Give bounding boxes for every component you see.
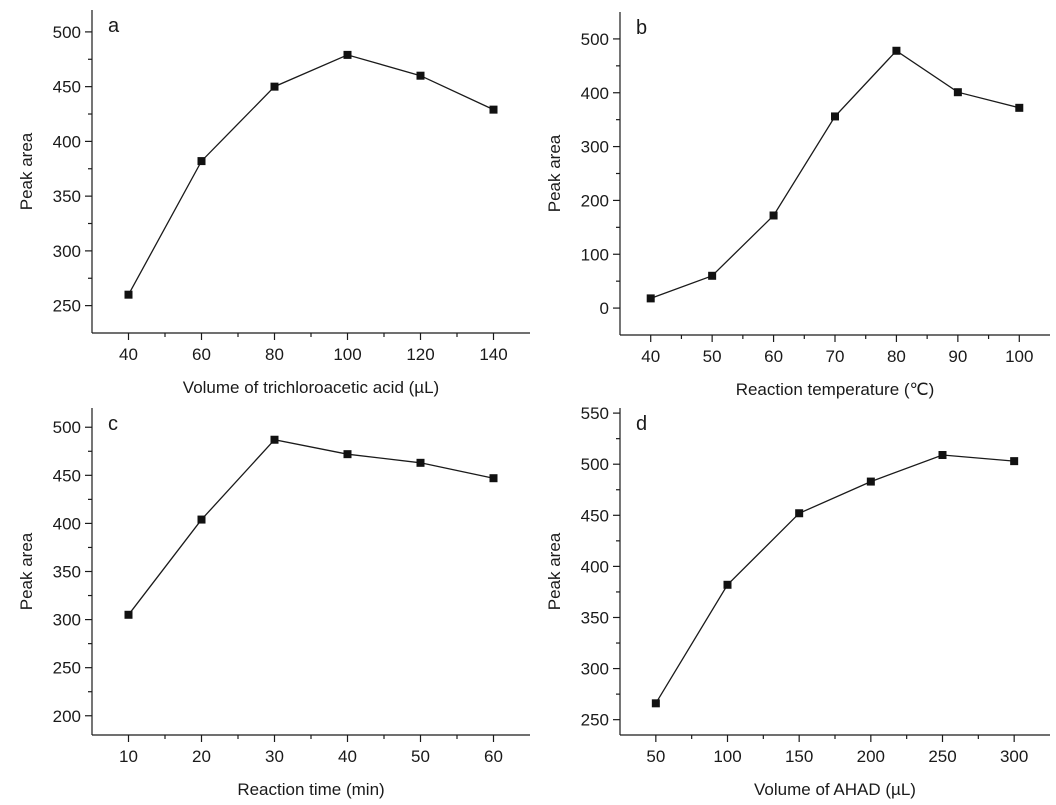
x-tick-label: 60 <box>192 345 211 364</box>
data-point <box>197 515 206 524</box>
x-tick-label: 250 <box>928 747 956 766</box>
y-tick-label: 500 <box>581 455 609 474</box>
y-tick-label: 400 <box>53 132 81 151</box>
data-point <box>708 271 717 280</box>
x-axis-title: Volume of trichloroacetic acid (µL) <box>183 378 439 397</box>
x-tick-label: 140 <box>479 345 507 364</box>
data-point <box>646 294 655 303</box>
x-axis-title: Reaction temperature (℃) <box>736 380 935 399</box>
y-tick-label: 0 <box>600 299 609 318</box>
x-tick-label: 70 <box>826 347 845 366</box>
data-point <box>197 157 206 166</box>
y-axis-title: Peak area <box>545 532 564 610</box>
series-line <box>650 49 1020 300</box>
y-tick-label: 250 <box>53 659 81 678</box>
chart-panel-c: 10 20 30 40 50 60 200 250 300 350 400 450 500 Reactio… <box>17 408 530 799</box>
y-tick-label: 200 <box>581 191 609 210</box>
y-tick-label: 500 <box>581 30 609 49</box>
panel-label: a <box>108 15 120 37</box>
data-point <box>651 699 660 708</box>
y-tick-label: 300 <box>581 660 609 679</box>
y-tick-label: 500 <box>53 418 81 437</box>
series-line <box>127 54 494 296</box>
y-tick-label: 400 <box>581 84 609 103</box>
y-axis-title: Peak area <box>545 134 564 212</box>
y-tick-label: 250 <box>53 297 81 316</box>
data-point <box>270 82 279 91</box>
y-tick-label: 300 <box>53 242 81 261</box>
data-point <box>1015 103 1024 112</box>
y-tick-label: 450 <box>581 506 609 525</box>
data-point <box>270 435 279 444</box>
x-tick-label: 200 <box>857 747 885 766</box>
x-axis-title: Reaction time (min) <box>237 780 384 799</box>
y-tick-label: 450 <box>53 466 81 485</box>
x-tick-label: 80 <box>887 347 906 366</box>
y-tick-label: 350 <box>581 608 609 627</box>
data-point <box>795 509 804 518</box>
series-line <box>127 438 494 616</box>
x-tick-label: 10 <box>119 747 138 766</box>
panel-label: d <box>636 413 647 435</box>
data-point <box>723 580 732 589</box>
data-point <box>953 88 962 97</box>
x-tick-label: 60 <box>484 747 503 766</box>
data-point <box>124 290 133 299</box>
y-axis-title: Peak area <box>17 132 36 210</box>
x-tick-label: 40 <box>641 347 660 366</box>
chart-panel-d: 50 100 150 200 250 300 250 300 350 400 450 500 550 Vo… <box>545 404 1050 799</box>
x-tick-label: 50 <box>411 747 430 766</box>
panel-label: c <box>108 413 118 435</box>
x-tick-label: 90 <box>948 347 967 366</box>
chart-panel-a: 40 60 80 100 120 140 250 300 350 400 450 500 Volume … <box>17 10 530 397</box>
data-point <box>938 451 947 460</box>
x-tick-label: 40 <box>119 345 138 364</box>
x-tick-label: 60 <box>764 347 783 366</box>
x-tick-label: 100 <box>333 345 361 364</box>
x-tick-label: 100 <box>1005 347 1033 366</box>
y-tick-label: 500 <box>53 23 81 42</box>
series-line <box>655 454 1015 704</box>
data-point <box>831 112 839 121</box>
x-tick-label: 80 <box>265 345 284 364</box>
data-point <box>489 105 498 114</box>
y-tick-label: 400 <box>53 514 81 533</box>
data-point <box>1010 457 1019 466</box>
y-tick-label: 200 <box>53 707 81 726</box>
chart-panel-b: 40 50 60 70 80 90 100 0 100 200 300 400 500 Reaction … <box>545 12 1050 399</box>
data-point <box>892 46 901 55</box>
data-point <box>416 71 425 80</box>
x-tick-label: 50 <box>703 347 722 366</box>
x-tick-label: 30 <box>265 747 284 766</box>
data-point <box>343 450 352 459</box>
data-point <box>769 211 778 220</box>
x-tick-label: 50 <box>646 747 665 766</box>
x-tick-label: 120 <box>406 345 434 364</box>
data-point <box>343 50 352 59</box>
y-tick-label: 350 <box>53 563 81 582</box>
x-tick-label: 100 <box>713 747 741 766</box>
y-tick-label: 450 <box>53 78 81 97</box>
panel-label: b <box>636 17 647 39</box>
y-tick-label: 250 <box>581 711 609 730</box>
y-tick-label: 400 <box>581 557 609 576</box>
y-tick-label: 350 <box>53 187 81 206</box>
x-tick-label: 150 <box>785 747 813 766</box>
x-tick-label: 300 <box>1000 747 1028 766</box>
data-point <box>489 474 498 483</box>
y-tick-label: 100 <box>581 245 609 264</box>
y-tick-label: 300 <box>53 611 81 630</box>
data-point <box>124 610 133 619</box>
x-tick-label: 40 <box>338 747 357 766</box>
data-point <box>416 458 425 467</box>
y-tick-label: 300 <box>581 138 609 157</box>
x-axis-title: Volume of AHAD (µL) <box>754 780 916 799</box>
x-tick-label: 20 <box>192 747 211 766</box>
y-axis-title: Peak area <box>17 532 36 610</box>
y-tick-label: 550 <box>581 404 609 423</box>
data-point <box>866 477 875 486</box>
